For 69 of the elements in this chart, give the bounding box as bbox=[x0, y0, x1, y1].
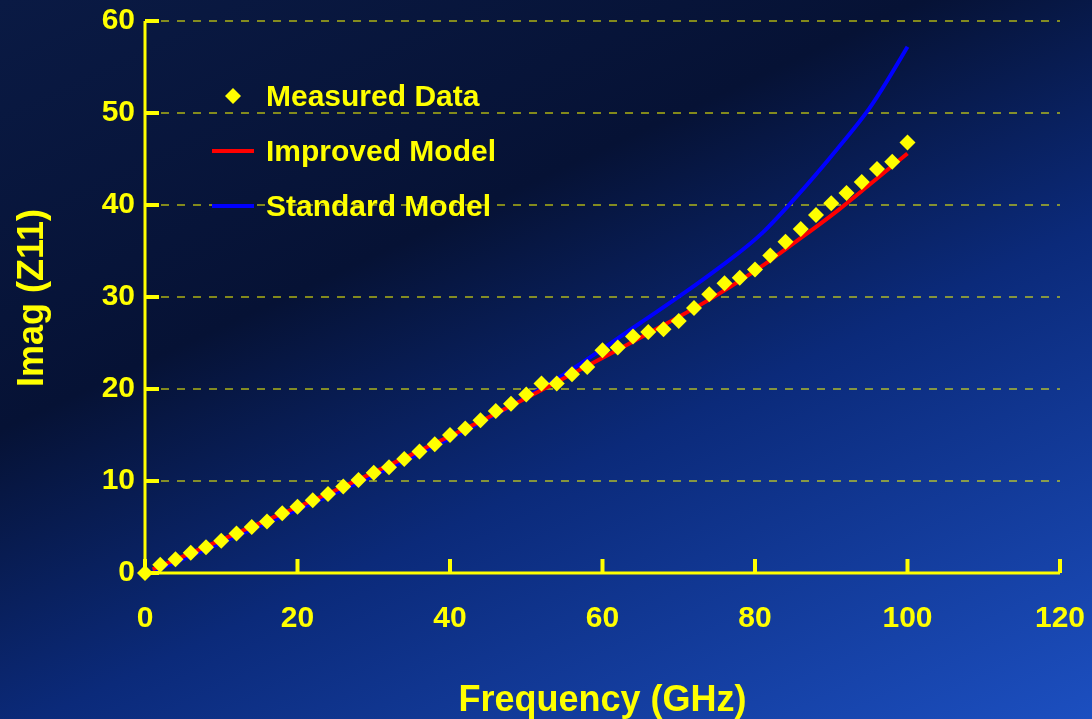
point bbox=[289, 498, 306, 515]
point bbox=[426, 436, 443, 453]
x-tick-label: 20 bbox=[280, 599, 315, 633]
point bbox=[640, 323, 657, 340]
point bbox=[350, 472, 367, 489]
point bbox=[259, 513, 275, 530]
y-tick-label: 10 bbox=[101, 461, 135, 495]
point bbox=[304, 492, 321, 509]
point bbox=[396, 450, 413, 467]
y-tick-label: 20 bbox=[101, 369, 135, 403]
point bbox=[747, 261, 763, 278]
point bbox=[838, 185, 855, 202]
x-tick-label: 80 bbox=[738, 599, 772, 633]
point bbox=[335, 478, 352, 495]
point bbox=[182, 544, 199, 561]
point bbox=[518, 386, 535, 403]
point bbox=[320, 485, 336, 502]
point bbox=[503, 395, 519, 412]
point bbox=[152, 556, 169, 573]
point bbox=[716, 275, 733, 292]
point bbox=[442, 427, 458, 443]
point bbox=[853, 174, 870, 190]
point bbox=[365, 464, 382, 481]
point bbox=[594, 342, 611, 359]
x-axis-title: Frequency (GHz) bbox=[458, 678, 747, 719]
point bbox=[579, 358, 596, 375]
point bbox=[808, 207, 824, 224]
point bbox=[792, 220, 809, 237]
point bbox=[167, 551, 184, 568]
legend-label: Measured Data bbox=[266, 78, 480, 113]
point bbox=[899, 134, 916, 151]
point bbox=[670, 312, 687, 329]
point bbox=[213, 532, 230, 549]
x-tick-label: 60 bbox=[585, 599, 620, 633]
y-tick-label: 0 bbox=[118, 553, 135, 587]
y-tick-label: 40 bbox=[101, 185, 135, 219]
point bbox=[625, 328, 641, 345]
point bbox=[137, 565, 153, 581]
legend-label: Improved Model bbox=[266, 133, 497, 168]
point bbox=[411, 443, 428, 460]
x-tick-label: 100 bbox=[882, 599, 933, 633]
point bbox=[701, 286, 718, 303]
point bbox=[609, 339, 626, 356]
point bbox=[381, 459, 397, 476]
point bbox=[274, 505, 291, 522]
point bbox=[762, 247, 779, 264]
x-tick-label: 120 bbox=[1034, 599, 1086, 633]
point bbox=[564, 366, 580, 383]
point bbox=[243, 519, 260, 535]
point bbox=[731, 269, 748, 286]
y-axis-title: Imag (Z11) bbox=[9, 208, 51, 387]
point bbox=[777, 233, 794, 250]
point bbox=[869, 161, 885, 178]
y-tick-label: 50 bbox=[101, 93, 135, 127]
point bbox=[686, 300, 702, 317]
y-tick-label: 60 bbox=[101, 1, 135, 35]
point bbox=[457, 420, 474, 437]
legend-label: Standard Model bbox=[266, 188, 492, 223]
point bbox=[548, 375, 565, 392]
point bbox=[533, 375, 550, 392]
x-tick-label: 40 bbox=[433, 599, 467, 633]
y-tick-label: 30 bbox=[101, 277, 135, 311]
point bbox=[487, 403, 504, 420]
point bbox=[228, 525, 245, 542]
point bbox=[472, 412, 489, 429]
point bbox=[655, 321, 672, 338]
point bbox=[884, 153, 901, 170]
point bbox=[198, 539, 214, 556]
point bbox=[823, 195, 840, 212]
